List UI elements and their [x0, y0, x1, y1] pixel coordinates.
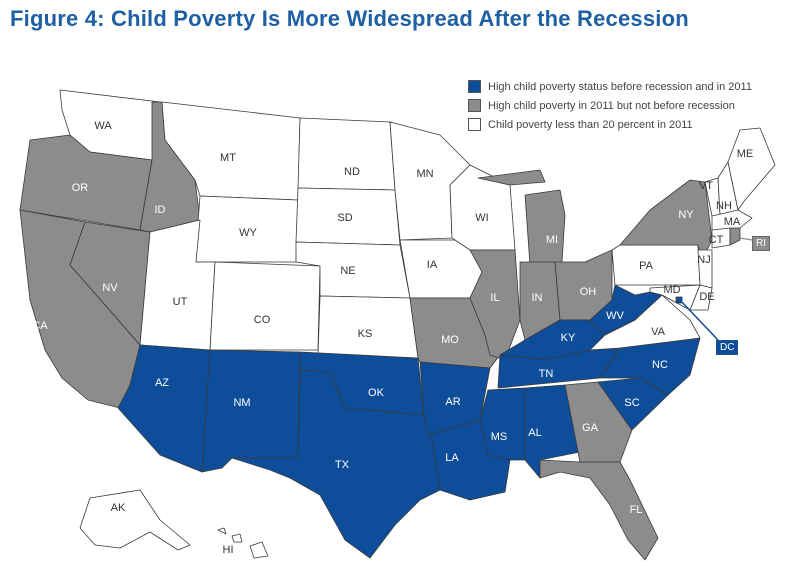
state-label-VA: VA [651, 326, 666, 338]
legend-swatch-white [468, 118, 481, 131]
state-label-IL: IL [490, 292, 499, 304]
legend-label: High child poverty status before recessi… [488, 80, 752, 93]
state-HI [217, 527, 269, 559]
legend-label: Child poverty less than 20 percent in 20… [488, 118, 693, 131]
state-AK [79, 489, 191, 551]
state-label-DE: DE [699, 291, 714, 303]
state-ME [727, 127, 776, 211]
state-label-OK: OK [368, 387, 385, 399]
legend-entry-high-2011-only: High child poverty in 2011 but not befor… [468, 96, 752, 115]
state-label-KY: KY [561, 332, 576, 344]
state-label-TN: TN [539, 368, 554, 380]
state-label-ME: ME [737, 148, 754, 160]
state-label-SC: SC [624, 397, 639, 409]
state-label-AR: AR [445, 396, 460, 408]
state-label-SD: SD [337, 212, 352, 224]
legend-swatch-blue [468, 80, 481, 93]
legend-label: High child poverty in 2011 but not befor… [488, 99, 735, 112]
state-label-CA: CA [32, 320, 48, 332]
state-ND [297, 117, 396, 191]
state-TX [231, 369, 441, 559]
state-label-WA: WA [94, 120, 112, 132]
state-GA [564, 381, 633, 463]
state-label-NJ: NJ [697, 254, 710, 266]
state-label-AL: AL [528, 427, 541, 439]
state-label-PA: PA [639, 260, 654, 272]
state-label-HI: HI [223, 544, 234, 556]
state-label-OR: OR [72, 182, 89, 194]
dc-leader-line [679, 299, 719, 341]
state-label-MD: MD [663, 284, 680, 296]
state-label-NH: NH [716, 200, 732, 212]
state-label-CT: CT [709, 234, 724, 246]
state-label-MT: MT [220, 152, 236, 164]
figure-title: Figure 4: Child Poverty Is More Widespre… [10, 6, 689, 31]
state-NY [619, 179, 713, 261]
callout-ri: RI [752, 236, 770, 251]
state-PA [611, 244, 701, 286]
callout-dc: DC [716, 340, 739, 355]
state-label-WV: WV [606, 310, 624, 322]
state-label-WI: WI [475, 212, 488, 224]
state-label-NV: NV [102, 282, 118, 294]
state-label-NC: NC [652, 359, 668, 371]
state-label-MS: MS [491, 431, 508, 443]
state-label-UT: UT [173, 296, 188, 308]
state-label-MA: MA [724, 216, 741, 228]
state-label-IA: IA [427, 259, 438, 271]
state-RI [729, 227, 741, 246]
state-MI [477, 169, 566, 266]
state-IL [469, 249, 521, 361]
state-label-FL: FL [630, 504, 643, 516]
legend-swatch-gray [468, 99, 481, 112]
legend-entry-high-before-and-2011: High child poverty status before recessi… [468, 77, 752, 96]
state-label-MN: MN [416, 168, 433, 180]
state-label-KS: KS [358, 328, 373, 340]
state-label-ND: ND [344, 166, 360, 178]
state-NM [201, 349, 301, 473]
state-MS [479, 387, 526, 461]
state-DE [689, 284, 713, 311]
map-legend: High child poverty status before recessi… [468, 77, 752, 134]
state-label-NY: NY [678, 209, 694, 221]
state-label-IN: IN [532, 292, 543, 304]
state-label-WY: WY [239, 227, 257, 239]
state-label-LA: LA [445, 452, 459, 464]
state-label-OH: OH [580, 286, 597, 298]
state-label-AK: AK [111, 502, 126, 514]
ri-leader-line [739, 237, 753, 241]
state-label-TX: TX [335, 459, 350, 471]
state-CO [209, 261, 321, 351]
legend-entry-low: Child poverty less than 20 percent in 20… [468, 115, 752, 134]
state-label-MO: MO [441, 334, 459, 346]
state-label-VT: VT [699, 180, 713, 192]
state-label-MI: MI [546, 234, 558, 246]
state-label-CO: CO [254, 314, 271, 326]
state-label-ID: ID [155, 204, 166, 216]
state-label-GA: GA [582, 422, 599, 434]
state-label-AZ: AZ [155, 377, 169, 389]
state-FL [539, 459, 659, 561]
state-label-NE: NE [340, 265, 355, 277]
state-label-NM: NM [233, 397, 250, 409]
state-MA [711, 209, 753, 231]
